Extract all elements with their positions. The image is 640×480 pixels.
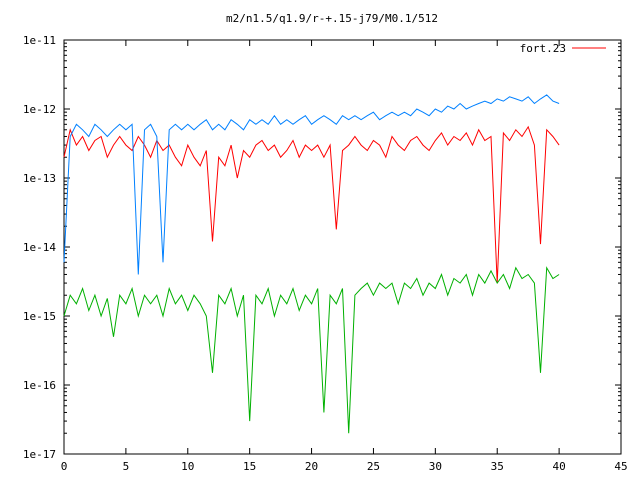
- y-tick-label: 1e-13: [23, 172, 56, 185]
- legend-label-fort23: fort.23: [520, 42, 566, 55]
- x-axis-ticks: 0 5 10 15 20 25 30 35 40 45: [61, 40, 628, 473]
- y-tick-label: 1e-17: [23, 448, 56, 461]
- y-tick-label: 1e-12: [23, 103, 56, 116]
- x-tick-label: 0: [61, 460, 68, 473]
- x-tick-label: 35: [491, 460, 504, 473]
- y-axis-ticks: 1e-17 1e-16 1e-15 1e-14 1e-13 1e-12 1e-11: [23, 34, 621, 461]
- x-tick-label: 10: [181, 460, 194, 473]
- series-line-3: [63, 266, 560, 434]
- legend: fort.23: [520, 42, 606, 55]
- x-tick-label: 30: [429, 460, 442, 473]
- y-tick-label: 1e-11: [23, 34, 56, 47]
- y-tick-label: 1e-14: [23, 241, 56, 254]
- x-tick-label: 5: [123, 460, 130, 473]
- plot-frame: [63, 39, 622, 455]
- series-line-2: [63, 94, 560, 275]
- chart-title: m2/n1.5/q1.9/r-+.15-j79/M0.1/512: [226, 12, 438, 25]
- x-tick-label: 45: [614, 460, 627, 473]
- y-tick-label: 1e-15: [23, 310, 56, 323]
- x-tick-label: 25: [367, 460, 380, 473]
- series-layer: [63, 94, 560, 434]
- x-tick-label: 20: [305, 460, 318, 473]
- x-tick-label: 15: [243, 460, 256, 473]
- series-line-1: [63, 125, 560, 284]
- y-tick-label: 1e-16: [23, 379, 56, 392]
- x-tick-label: 40: [552, 460, 565, 473]
